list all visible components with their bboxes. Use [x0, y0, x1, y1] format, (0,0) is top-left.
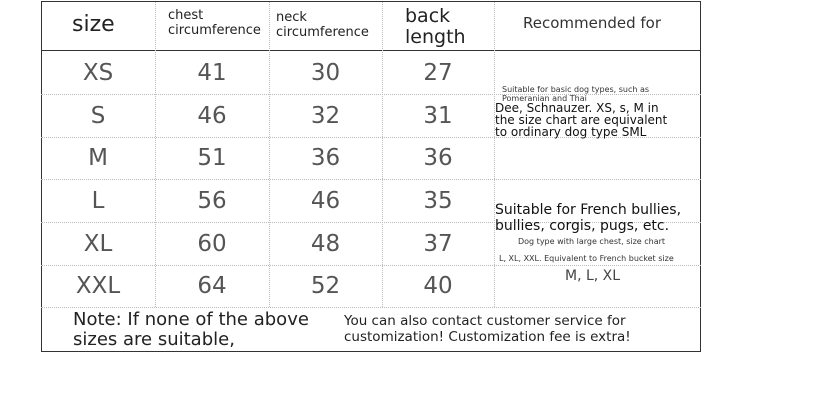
rec-small-main: Dee, Schnauzer. XS, s, M in the size cha…: [495, 101, 668, 139]
header-size: size: [72, 12, 115, 37]
note-left: Note: If none of the above sizes are sui…: [73, 309, 309, 350]
measurement-cell: 60: [197, 230, 227, 257]
header-back-length: back length: [405, 5, 466, 48]
size-cell: XS: [82, 60, 114, 86]
size-chart-table: [41, 1, 701, 352]
measurement-cell: 48: [310, 230, 341, 257]
measurement-cell: 40: [423, 273, 453, 299]
row-divider: [41, 179, 701, 180]
size-cell: S: [90, 102, 106, 129]
measurement-cell: 64: [197, 273, 227, 299]
rec-small-line2: Pomeranian and Thai: [502, 94, 587, 103]
measurement-cell: 27: [423, 60, 453, 86]
row-divider: [41, 307, 701, 308]
size-cell: XL: [83, 230, 113, 257]
size-cell: L: [91, 187, 105, 214]
measurement-cell: 46: [310, 187, 341, 214]
header-neck: neck circumference: [276, 10, 369, 40]
header-chest: chest circumference: [168, 8, 261, 38]
rec-large-line1: Dog type with large chest, size chart: [518, 237, 666, 246]
row-divider: [41, 94, 701, 95]
measurement-cell: 52: [310, 273, 341, 299]
col-divider: [494, 2, 495, 307]
note-right: You can also contact customer service fo…: [344, 313, 631, 345]
measurement-cell: 36: [423, 145, 453, 171]
measurement-cell: 31: [423, 102, 453, 129]
measurement-cell: 37: [423, 230, 453, 257]
row-divider: [41, 265, 701, 266]
header-recommended: Recommended for: [523, 14, 662, 32]
rec-large-main: Suitable for French bullies, bullies, co…: [495, 202, 682, 234]
measurement-cell: 56: [197, 187, 227, 214]
measurement-cell: 35: [423, 187, 453, 214]
row-divider: [41, 222, 701, 223]
rec-large-sizes: M, L, XL: [565, 268, 621, 284]
col-divider: [155, 2, 156, 307]
measurement-cell: 41: [197, 60, 227, 86]
rec-small-line1: Suitable for basic dog types, such as: [502, 85, 650, 94]
measurement-cell: 36: [310, 145, 341, 171]
rec-large-line2: L, XL, XXL. Equivalent to French bucket …: [499, 254, 674, 263]
header-divider: [41, 50, 701, 51]
size-cell: M: [88, 145, 108, 171]
col-divider: [269, 2, 270, 307]
col-divider: [382, 2, 383, 307]
measurement-cell: 46: [197, 102, 227, 129]
size-cell: XXL: [75, 273, 121, 299]
row-divider: [41, 137, 701, 138]
measurement-cell: 51: [197, 145, 227, 171]
measurement-cell: 30: [310, 60, 341, 86]
measurement-cell: 32: [310, 102, 341, 129]
